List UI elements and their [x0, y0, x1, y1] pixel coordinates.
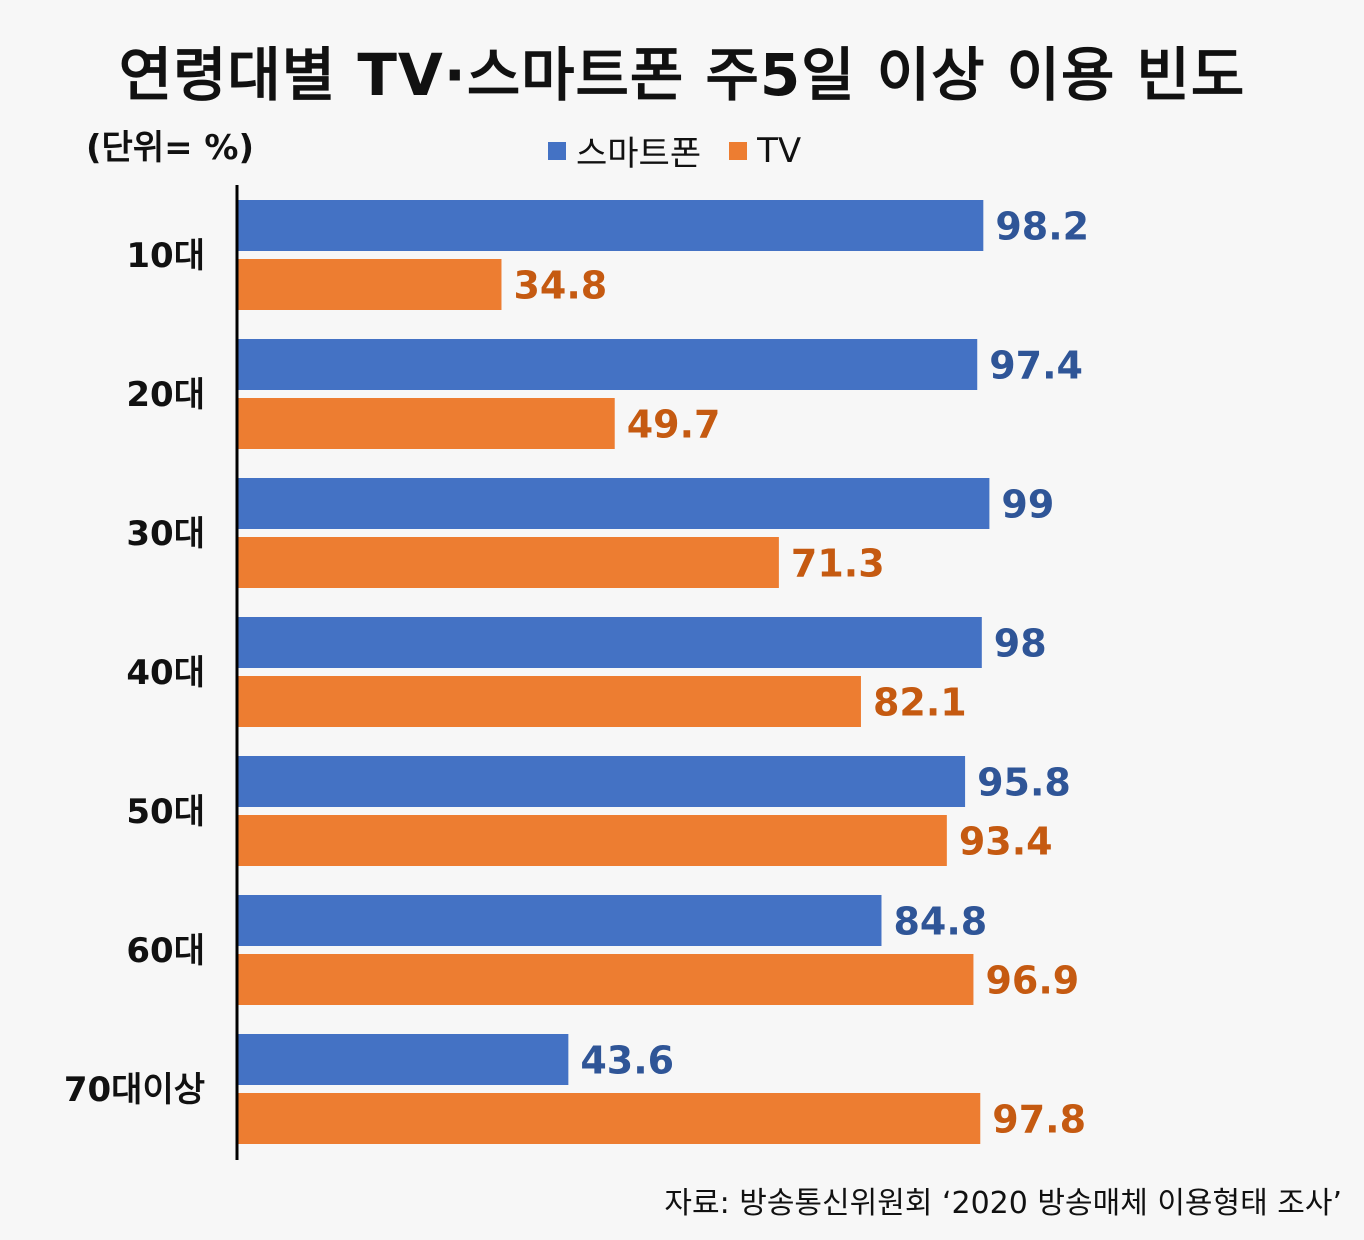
bar-smartphone — [237, 339, 978, 390]
legend-swatch-tv — [729, 141, 748, 160]
bar-tv — [237, 954, 974, 1005]
legend-label-tv: TV — [757, 130, 802, 171]
bar-tv — [237, 259, 502, 310]
category-label: 50대 — [126, 792, 205, 832]
category-label: 30대 — [126, 514, 205, 554]
chart-title: 연령대별 TV·스마트폰 주5일 이상 이용 빈도 — [118, 41, 1246, 109]
category-label: 60대 — [126, 931, 205, 971]
labels-layer: 10대 98.2 34.8 20대 97.4 49.7 30대 99 71.3 40대 98 82.1… — [64, 205, 1089, 1142]
value-label-smartphone: 95.8 — [977, 761, 1071, 805]
category-label: 10대 — [126, 236, 205, 276]
value-label-smartphone: 98 — [994, 622, 1047, 666]
value-label-smartphone: 98.2 — [995, 205, 1089, 249]
value-label-smartphone: 84.8 — [893, 900, 987, 944]
value-label-tv: 82.1 — [873, 681, 967, 725]
category-label: 70대이상 — [64, 1070, 205, 1110]
source-note: 자료: 방송통신위원회 ‘2020 방송매체 이용형태 조사’ — [664, 1186, 1342, 1221]
value-label-tv: 96.9 — [985, 959, 1079, 1003]
legend-label-smartphone: 스마트폰 — [576, 134, 702, 174]
bar-smartphone — [237, 1034, 569, 1085]
value-label-smartphone: 97.4 — [989, 344, 1083, 388]
bar-tv — [237, 676, 861, 727]
bar-smartphone — [237, 895, 882, 946]
unit-label: (단위= %) — [86, 128, 255, 168]
category-label: 40대 — [126, 653, 205, 693]
bars-layer — [237, 200, 990, 1144]
value-label-smartphone: 43.6 — [580, 1039, 674, 1083]
bar-smartphone — [237, 756, 966, 807]
value-label-tv: 34.8 — [513, 264, 607, 308]
value-label-tv: 93.4 — [959, 820, 1053, 864]
category-label: 20대 — [126, 375, 205, 415]
legend-swatch-smartphone — [548, 141, 566, 160]
legend: 스마트폰 TV — [548, 126, 829, 175]
bar-smartphone — [237, 478, 990, 529]
bar-tv — [237, 815, 947, 866]
bar-tv — [237, 398, 615, 449]
bar-tv — [237, 1093, 981, 1144]
value-label-tv: 97.8 — [992, 1098, 1086, 1142]
bar-smartphone — [237, 200, 984, 251]
legend-item-tv: TV — [729, 131, 801, 171]
value-label-tv: 71.3 — [791, 542, 885, 586]
value-label-tv: 49.7 — [627, 403, 721, 447]
bar-smartphone — [237, 617, 982, 668]
value-label-smartphone: 99 — [1001, 483, 1054, 527]
legend-item-smartphone: 스마트폰 — [548, 126, 701, 175]
bar-tv — [237, 537, 779, 588]
